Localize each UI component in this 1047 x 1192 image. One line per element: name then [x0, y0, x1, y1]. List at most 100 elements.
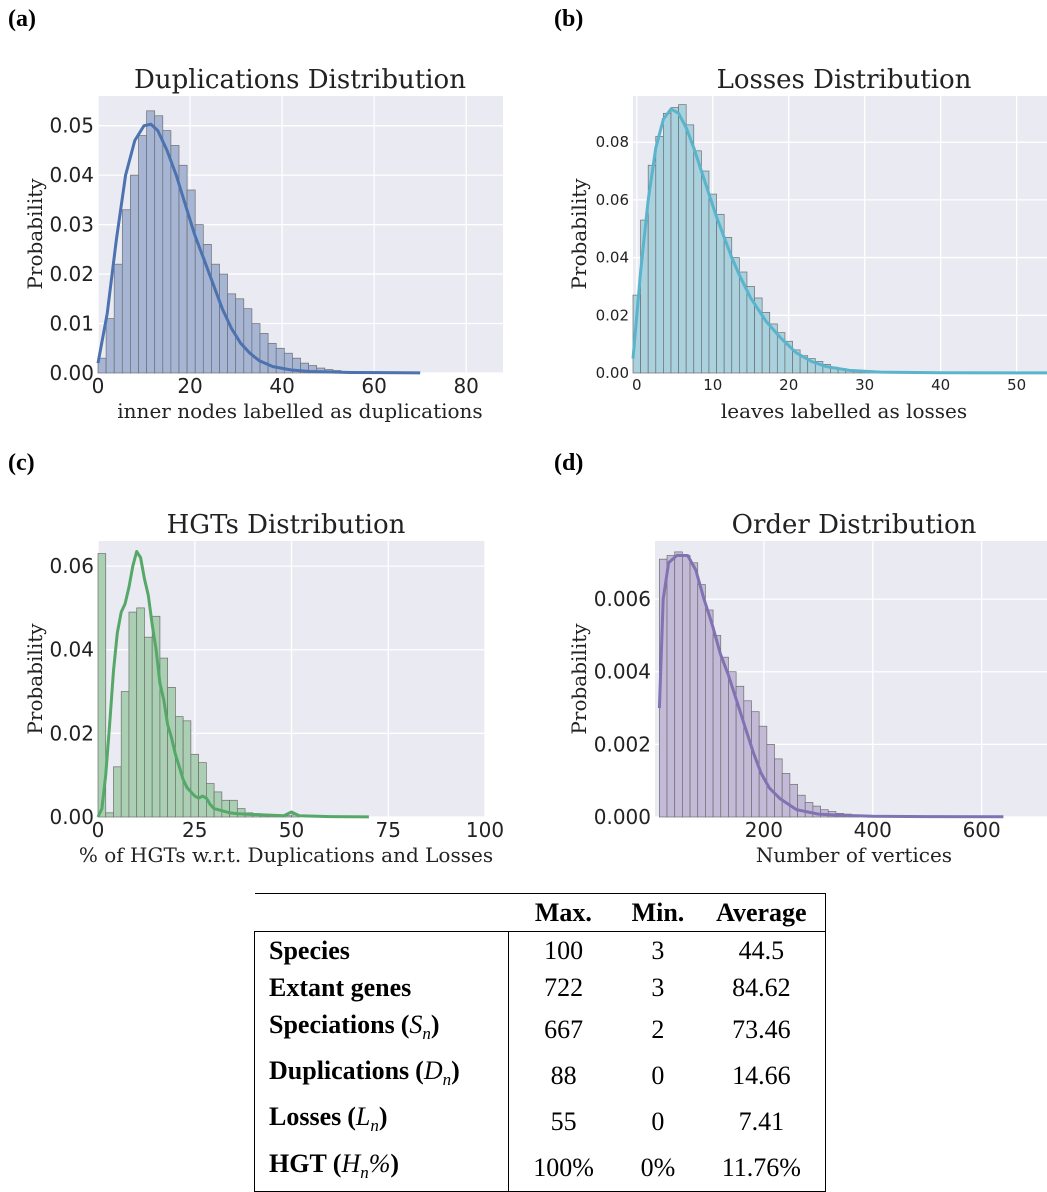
x-axis-label: inner nodes labelled as duplications: [117, 399, 482, 423]
histogram-bar: [252, 324, 260, 373]
histogram-bar: [183, 721, 191, 817]
cell-max: 667: [509, 1006, 619, 1052]
histogram-bar: [137, 608, 145, 817]
histogram-bar: [744, 701, 752, 817]
cell-min: 3: [618, 932, 697, 970]
histogram-bar: [222, 800, 230, 817]
cell-max: 100: [509, 932, 619, 970]
table-header-cell: Min.: [618, 894, 697, 932]
table-header-cell: [255, 894, 509, 932]
y-tick-label: 0.02: [49, 721, 94, 745]
y-tick-label: 0.05: [49, 114, 94, 138]
x-tick-label: 20: [177, 374, 202, 398]
y-tick-label: 0.000: [594, 805, 651, 829]
x-axis-label: Number of vertices: [756, 843, 952, 867]
histogram-bar: [667, 556, 675, 817]
cell-min: 0: [618, 1098, 697, 1144]
histogram-bar: [675, 552, 683, 817]
histogram-bar: [656, 136, 664, 373]
cell-max: 722: [509, 969, 619, 1006]
x-tick-label: 30: [855, 376, 874, 394]
x-tick-label: 10: [703, 376, 722, 394]
y-tick-label: 0.03: [49, 213, 94, 237]
histogram-bar: [709, 194, 717, 373]
y-tick-label: 0.06: [49, 554, 94, 578]
histogram-bar: [244, 309, 252, 373]
x-tick-label: 40: [269, 374, 294, 398]
cell-min: 0: [618, 1052, 697, 1098]
histogram-bar: [199, 763, 207, 817]
histogram-bar: [698, 585, 706, 817]
cell-min: 3: [618, 969, 697, 1006]
histogram-bar: [694, 151, 702, 373]
histogram-bar: [144, 637, 152, 817]
y-tick-label: 0.04: [596, 249, 629, 267]
cell-avg: 84.62: [698, 969, 826, 1006]
y-tick-label: 0.02: [596, 306, 629, 324]
histogram-bar: [671, 108, 679, 373]
histogram-bar: [268, 343, 276, 373]
histogram-bar: [114, 264, 122, 373]
y-tick-label: 0.01: [49, 312, 94, 336]
y-tick-label: 0.002: [594, 732, 651, 756]
histogram-bar: [790, 784, 798, 817]
histogram-bar: [679, 105, 687, 373]
histogram-bar: [775, 759, 783, 817]
x-tick-label: 0: [632, 376, 642, 394]
histogram-bar: [220, 274, 228, 373]
y-tick-label: 0.00: [596, 364, 629, 382]
histogram-bar: [682, 556, 690, 817]
y-tick-label: 0.06: [596, 191, 629, 209]
histogram-bar: [701, 171, 709, 373]
y-tick-label: 0.04: [49, 163, 94, 187]
row-label: Extant genes: [255, 969, 509, 1006]
y-tick-label: 0.004: [594, 660, 651, 684]
row-symbol: (Dn): [415, 1056, 460, 1085]
histogram-bar: [767, 744, 775, 817]
y-axis-label: Probability: [23, 178, 47, 290]
histogram-bar: [113, 767, 121, 817]
table-header-cell: Average: [698, 894, 826, 932]
chart-title: Order Distribution: [732, 510, 977, 540]
cell-min: 0%: [618, 1145, 697, 1192]
row-symbol-letter: L: [356, 1102, 370, 1131]
x-tick-label: 200: [745, 818, 783, 842]
x-tick-label: 50: [279, 818, 304, 842]
row-symbol-letter: H: [341, 1149, 360, 1178]
histogram-bar: [705, 610, 713, 817]
histogram-bar: [121, 692, 129, 817]
y-axis-label: Probability: [567, 178, 591, 290]
row-symbol-letter: D: [424, 1056, 443, 1085]
histogram-bar: [686, 125, 694, 373]
histogram-bar: [106, 813, 114, 817]
x-tick-label: 75: [376, 818, 401, 842]
row-label: Duplications(Dn): [255, 1052, 509, 1098]
row-label-text: Speciations: [269, 1010, 395, 1039]
histogram-bar: [782, 773, 790, 817]
x-axis-label: % of HGTs w.r.t. Duplications and Losses: [79, 843, 493, 867]
y-axis-label: Probability: [567, 623, 591, 735]
row-label-text: HGT: [269, 1149, 327, 1178]
row-label-text: Duplications: [269, 1056, 409, 1085]
cell-max: 55: [509, 1098, 619, 1144]
histogram-bar: [163, 131, 171, 373]
x-tick-label: 40: [931, 376, 950, 394]
histogram-bar: [690, 563, 698, 817]
cell-avg: 44.5: [698, 932, 826, 970]
histogram-bar: [130, 175, 138, 373]
cell-avg: 7.41: [698, 1098, 826, 1144]
y-tick-label: 0.006: [594, 587, 651, 611]
chart-title: Duplications Distribution: [134, 65, 466, 95]
row-label-text: Losses: [269, 1102, 341, 1131]
chart-title: Losses Distribution: [717, 65, 972, 95]
histogram-bar: [147, 111, 155, 373]
x-tick-label: 25: [182, 818, 207, 842]
row-symbol-letter: S: [409, 1010, 422, 1039]
y-tick-label: 0.04: [49, 638, 94, 662]
row-symbol: (Hn%): [333, 1149, 399, 1178]
